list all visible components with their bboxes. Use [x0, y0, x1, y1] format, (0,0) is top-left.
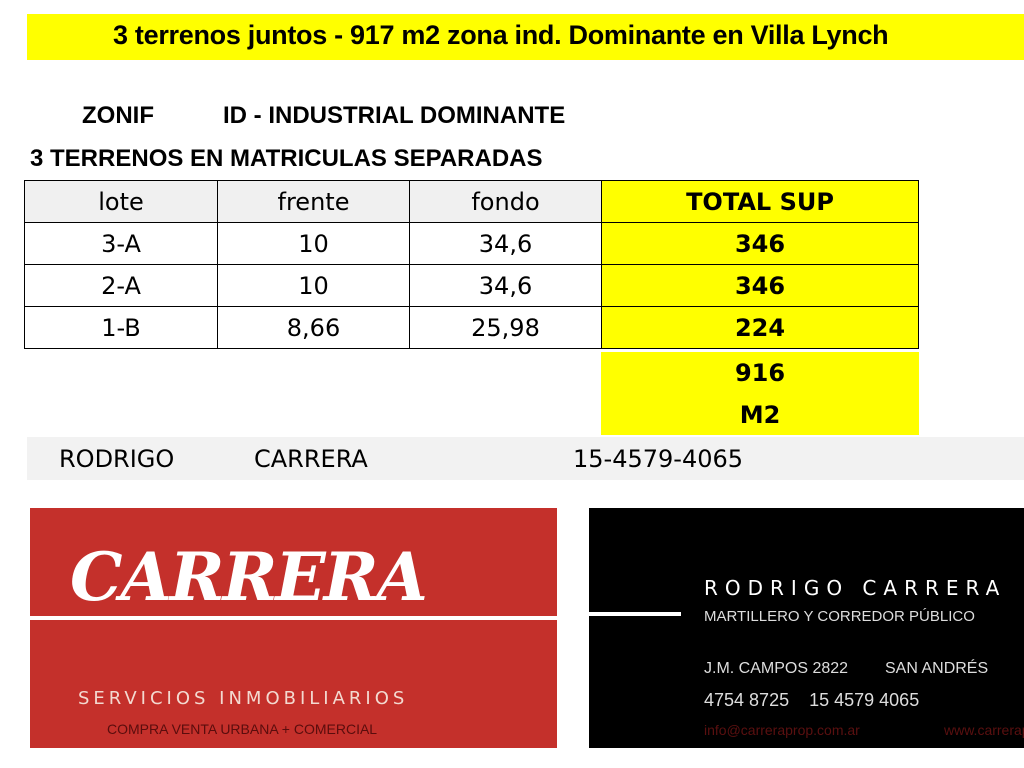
business-card-front: CARRERA SERVICIOS INMOBILIARIOS COMPRA V…: [30, 508, 557, 748]
cell: 346: [601, 222, 919, 265]
card-line: [589, 612, 681, 616]
subtitle: 3 TERRENOS EN MATRICULAS SEPARADAS: [30, 145, 543, 172]
header-total: TOTAL SUP: [601, 180, 919, 223]
cell: 10: [217, 264, 410, 307]
card-web: www.carreraprop.com.ar: [944, 722, 1024, 738]
total-unit: M2: [601, 394, 919, 435]
cell: 1-B: [24, 306, 218, 349]
card-phones: 4754 8725 15 4579 4065: [704, 690, 920, 710]
header-frente: frente: [217, 180, 410, 223]
header-lote: lote: [24, 180, 218, 223]
cell: 10: [217, 222, 410, 265]
card-address: J.M. CAMPOS 2822: [704, 660, 849, 677]
card-city: SAN ANDRÉS: [885, 660, 989, 677]
header-fondo: fondo: [409, 180, 602, 223]
logo-line: [30, 616, 557, 620]
card-email: info@carreraprop.com.ar: [704, 722, 860, 738]
carrera-logo: CARRERA: [70, 538, 428, 616]
business-card-back: RODRIGO CARRERA MARTILLERO Y CORREDOR PÚ…: [589, 508, 1024, 748]
contact-row: RODRIGO CARRERA 15-4579-4065: [27, 437, 1024, 480]
cell: 25,98: [409, 306, 602, 349]
zoning-value: ID - INDUSTRIAL DOMINANTE: [223, 102, 566, 129]
cell: 3-A: [24, 222, 218, 265]
lots-table: lote frente fondo TOTAL SUP 3-A 10 34,6 346…: [24, 180, 919, 349]
cell: 34,6: [409, 222, 602, 265]
zoning-label: ZONIF: [82, 102, 154, 129]
cell: 8,66: [217, 306, 410, 349]
cell: 2-A: [24, 264, 218, 307]
contact-phone: 15-4579-4065: [573, 445, 744, 473]
total-value: 916: [601, 352, 919, 395]
title-banner: 3 terrenos juntos - 917 m2 zona ind. Dom…: [27, 14, 1024, 60]
contact-first-name: RODRIGO: [59, 445, 175, 473]
table-row: 1-B 8,66 25,98 224: [24, 306, 919, 349]
cell: 224: [601, 306, 919, 349]
table-row: 3-A 10 34,6 346: [24, 222, 919, 265]
card-tagline: SERVICIOS INMOBILIARIOS: [78, 688, 409, 709]
table-header-row: lote frente fondo TOTAL SUP: [24, 180, 919, 223]
card-role: MARTILLERO Y CORREDOR PÚBLICO: [704, 608, 975, 625]
contact-last-name: CARRERA: [254, 445, 368, 473]
title: 3 terrenos juntos - 917 m2 zona ind. Dom…: [113, 20, 889, 50]
cell: 34,6: [409, 264, 602, 307]
table-row: 2-A 10 34,6 346: [24, 264, 919, 307]
card-name: RODRIGO CARRERA: [704, 576, 1007, 600]
card-subtagline: COMPRA VENTA URBANA + COMERCIAL: [107, 721, 378, 737]
cell: 346: [601, 264, 919, 307]
